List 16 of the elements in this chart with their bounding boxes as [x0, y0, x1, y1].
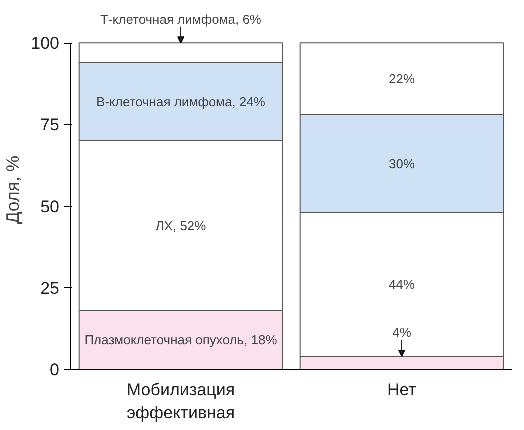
y-tick-label: 0 [50, 360, 60, 380]
y-tick-label: 50 [40, 197, 60, 216]
data-label: В-клеточная лимфома, 24% [96, 94, 266, 110]
y-tick-label: 75 [40, 116, 60, 135]
x-tick-label: Нет [388, 380, 417, 400]
y-axis-title: Доля, % [3, 156, 24, 224]
data-label: 4% [392, 325, 412, 340]
x-tick-label: Мобилизация эффективная [126, 380, 236, 422]
data-label: Плазмоклеточная опухоль, 18% [84, 332, 278, 348]
data-label: Т-клеточная лимфома, 6% [100, 12, 262, 27]
y-tick-label: 100 [31, 34, 60, 54]
y-tick-label: 25 [40, 278, 60, 298]
data-label: 44% [388, 277, 416, 292]
data-label: 22% [388, 72, 416, 87]
data-label: ЛХ, 52% [156, 218, 207, 234]
data-label: 30% [388, 156, 416, 172]
